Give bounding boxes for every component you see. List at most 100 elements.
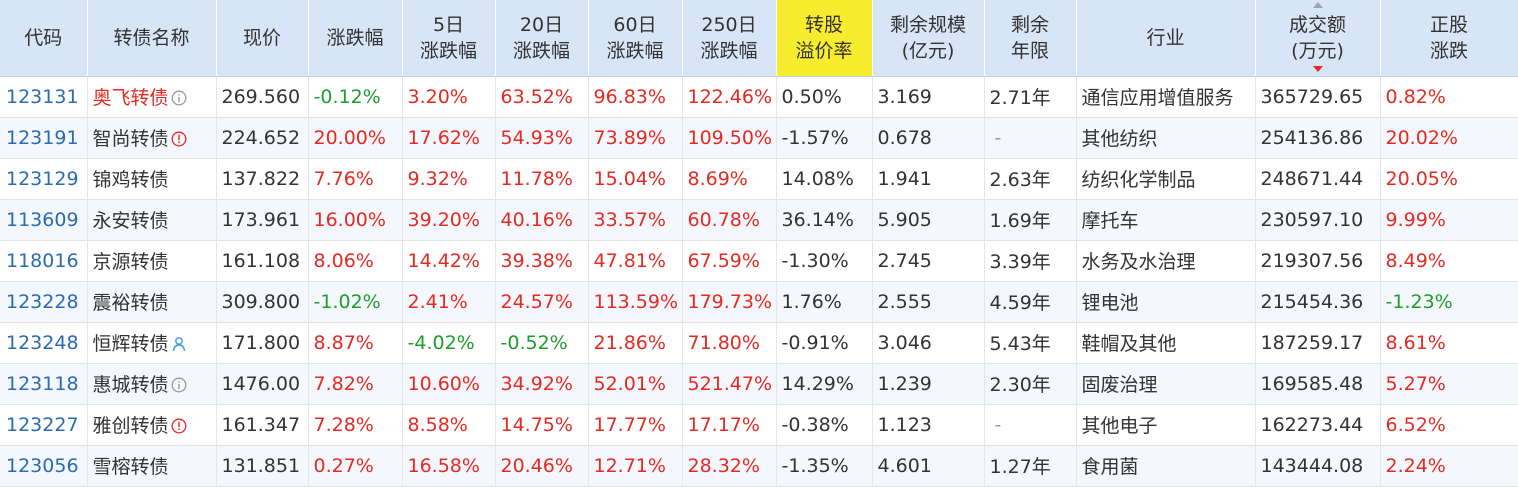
bond-name-cell[interactable]: 惠城转债 bbox=[87, 363, 217, 405]
pct-chg5: 16.58% bbox=[402, 445, 496, 487]
industry[interactable]: 通信应用增值服务 bbox=[1076, 76, 1256, 118]
bond-code[interactable]: 123118 bbox=[0, 363, 88, 405]
stock-change: 9.99% bbox=[1380, 199, 1518, 241]
price: 161.108 bbox=[216, 240, 309, 282]
col-header-5d-change[interactable]: 5日 涨跌幅 bbox=[402, 0, 496, 77]
stock-change: 6.52% bbox=[1380, 404, 1518, 446]
conversion-premium: 0.50% bbox=[776, 76, 873, 118]
industry[interactable]: 摩托车 bbox=[1076, 199, 1256, 241]
bond-name-cell[interactable]: 锦鸡转债 bbox=[87, 158, 217, 200]
price: 309.800 bbox=[216, 281, 309, 323]
col-header-stock-change[interactable]: 正股 涨跌 bbox=[1380, 0, 1518, 77]
col-header-turnover[interactable]: 成交额 (万元) bbox=[1255, 0, 1381, 77]
remaining-scale: 0.678 bbox=[872, 117, 985, 159]
col-header-remaining-years[interactable]: 剩余 年限 bbox=[984, 0, 1077, 77]
bond-name-cell[interactable]: 京源转债 bbox=[87, 240, 217, 282]
turnover: 143444.08 bbox=[1255, 445, 1381, 487]
remaining-years: 5.43年 bbox=[984, 322, 1077, 364]
bond-code[interactable]: 123248 bbox=[0, 322, 88, 364]
conversion-premium: 36.14% bbox=[776, 199, 873, 241]
industry[interactable]: 固废治理 bbox=[1076, 363, 1256, 405]
bond-name[interactable]: 恒辉转债 bbox=[92, 333, 169, 355]
stock-change: 5.27% bbox=[1380, 363, 1518, 405]
bond-name[interactable]: 智尚转债 bbox=[92, 128, 169, 150]
col-header-price[interactable]: 现价 bbox=[216, 0, 309, 77]
bond-name[interactable]: 震裕转债 bbox=[92, 292, 169, 314]
sort-asc-icon[interactable] bbox=[1312, 2, 1323, 8]
bond-name-cell[interactable]: 奥飞转债 bbox=[87, 76, 217, 118]
circle-exclaim-red-icon[interactable] bbox=[171, 131, 187, 147]
remaining-years: - bbox=[984, 404, 1077, 446]
industry[interactable]: 锂电池 bbox=[1076, 281, 1256, 323]
remaining-scale: 4.601 bbox=[872, 445, 985, 487]
table-row[interactable]: 123248 恒辉转债 171.800 8.87% -4.02% -0.52% 21.86%… bbox=[0, 322, 1518, 364]
pct-chg60: 73.89% bbox=[588, 117, 683, 159]
industry[interactable]: 其他电子 bbox=[1076, 404, 1256, 446]
bond-name-cell[interactable]: 震裕转债 bbox=[87, 281, 217, 323]
bond-name[interactable]: 锦鸡转债 bbox=[92, 169, 169, 191]
table-row[interactable]: 123227 雅创转债 161.347 7.28% 8.58% 14.75% 17.77% 1… bbox=[0, 404, 1518, 446]
pct-chg5: 14.42% bbox=[402, 240, 496, 282]
bond-name-cell[interactable]: 雅创转债 bbox=[87, 404, 217, 446]
bond-name[interactable]: 京源转债 bbox=[92, 251, 169, 273]
industry[interactable]: 食用菌 bbox=[1076, 445, 1256, 487]
pct-chg: 7.28% bbox=[308, 404, 403, 446]
col-header-code[interactable]: 代码 bbox=[0, 0, 88, 77]
remaining-years: 1.69年 bbox=[984, 199, 1077, 241]
col-header-60d-change[interactable]: 60日 涨跌幅 bbox=[588, 0, 683, 77]
remaining-years: 1.27年 bbox=[984, 445, 1077, 487]
col-header-conversion-premium[interactable]: 转股 溢价率 bbox=[776, 0, 873, 77]
circle-i-gray-icon[interactable] bbox=[171, 90, 187, 106]
circle-exclaim-red-icon[interactable] bbox=[171, 418, 187, 434]
pct-chg20: 54.93% bbox=[495, 117, 589, 159]
table-row[interactable]: 123228 震裕转债 309.800 -1.02% 2.41% 24.57% 113.59… bbox=[0, 281, 1518, 323]
bond-code[interactable]: 123131 bbox=[0, 76, 88, 118]
industry[interactable]: 其他纺织 bbox=[1076, 117, 1256, 159]
pct-chg20: 40.16% bbox=[495, 199, 589, 241]
col-header-remaining-scale[interactable]: 剩余规模 (亿元) bbox=[872, 0, 985, 77]
bond-name-cell[interactable]: 雪榕转债 bbox=[87, 445, 217, 487]
table-row[interactable]: 123056 雪榕转债 131.851 0.27% 16.58% 20.46% 12.71%… bbox=[0, 445, 1518, 487]
industry[interactable]: 纺织化学制品 bbox=[1076, 158, 1256, 200]
table-row[interactable]: 123131 奥飞转债 269.560 -0.12% 3.20% 63.52% 96.83%… bbox=[0, 76, 1518, 118]
person-blue-icon[interactable] bbox=[171, 336, 187, 352]
bond-name-cell[interactable]: 智尚转债 bbox=[87, 117, 217, 159]
table-row[interactable]: 123191 智尚转债 224.652 20.00% 17.62% 54.93% 73.89… bbox=[0, 117, 1518, 159]
col-header-250d-change[interactable]: 250日 涨跌幅 bbox=[682, 0, 777, 77]
table-row[interactable]: 123118 惠城转债 1476.00 7.82% 10.60% 34.92% 52.01%… bbox=[0, 363, 1518, 405]
circle-i-gray-icon[interactable] bbox=[171, 377, 187, 393]
table-row[interactable]: 118016 京源转债 161.108 8.06% 14.42% 39.38% 47.81%… bbox=[0, 240, 1518, 282]
table-row[interactable]: 123129 锦鸡转债 137.822 7.76% 9.32% 11.78% 15.04% 8… bbox=[0, 158, 1518, 200]
col-header-change[interactable]: 涨跌幅 bbox=[308, 0, 403, 77]
bond-name-cell[interactable]: 恒辉转债 bbox=[87, 322, 217, 364]
bond-code[interactable]: 113609 bbox=[0, 199, 88, 241]
col-header-industry[interactable]: 行业 bbox=[1076, 0, 1256, 77]
bond-name-cell[interactable]: 永安转债 bbox=[87, 199, 217, 241]
col-header-name[interactable]: 转债名称 bbox=[87, 0, 217, 77]
pct-chg20: 14.75% bbox=[495, 404, 589, 446]
bond-name[interactable]: 雪榕转债 bbox=[92, 456, 169, 478]
stock-change: -1.23% bbox=[1380, 281, 1518, 323]
bond-code[interactable]: 118016 bbox=[0, 240, 88, 282]
pct-chg20: 20.46% bbox=[495, 445, 589, 487]
bond-code[interactable]: 123129 bbox=[0, 158, 88, 200]
bond-name[interactable]: 雅创转债 bbox=[92, 415, 169, 437]
pct-chg60: 15.04% bbox=[588, 158, 683, 200]
col-header-20d-change[interactable]: 20日 涨跌幅 bbox=[495, 0, 589, 77]
industry[interactable]: 鞋帽及其他 bbox=[1076, 322, 1256, 364]
industry[interactable]: 水务及水治理 bbox=[1076, 240, 1256, 282]
bond-code[interactable]: 123056 bbox=[0, 445, 88, 487]
conversion-premium: -0.38% bbox=[776, 404, 873, 446]
bond-name[interactable]: 永安转债 bbox=[92, 210, 169, 232]
bond-name[interactable]: 惠城转债 bbox=[92, 374, 169, 396]
bond-code[interactable]: 123227 bbox=[0, 404, 88, 446]
pct-chg60: 12.71% bbox=[588, 445, 683, 487]
sort-desc-active-icon[interactable] bbox=[1312, 65, 1323, 72]
bond-code[interactable]: 123191 bbox=[0, 117, 88, 159]
table-row[interactable]: 113609 永安转债 173.961 16.00% 39.20% 40.16% 33.57… bbox=[0, 199, 1518, 241]
pct-chg250: 8.69% bbox=[682, 158, 777, 200]
bond-name[interactable]: 奥飞转债 bbox=[92, 87, 169, 109]
stock-change: 20.02% bbox=[1380, 117, 1518, 159]
bond-code[interactable]: 123228 bbox=[0, 281, 88, 323]
pct-chg5: 10.60% bbox=[402, 363, 496, 405]
